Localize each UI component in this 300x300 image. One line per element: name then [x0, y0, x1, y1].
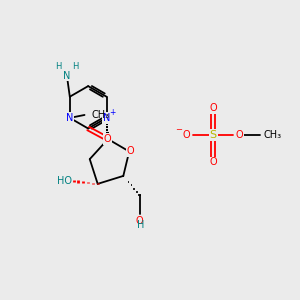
Text: −: − — [176, 125, 182, 134]
Text: O: O — [209, 158, 217, 167]
Text: N: N — [63, 70, 70, 80]
Text: H: H — [72, 61, 78, 70]
Text: O: O — [209, 103, 217, 113]
Text: N: N — [103, 113, 110, 123]
Text: O: O — [127, 146, 134, 157]
Text: N: N — [66, 113, 74, 123]
Text: CH₃: CH₃ — [92, 110, 110, 120]
Text: CH₃: CH₃ — [263, 130, 281, 140]
Text: H: H — [56, 61, 62, 70]
Text: +: + — [109, 108, 115, 117]
Text: O: O — [136, 216, 143, 226]
Text: O: O — [236, 130, 244, 140]
Text: S: S — [210, 130, 217, 140]
Text: HO: HO — [57, 176, 72, 186]
Text: O: O — [183, 130, 190, 140]
Text: O: O — [103, 134, 111, 144]
Text: H: H — [137, 220, 145, 230]
